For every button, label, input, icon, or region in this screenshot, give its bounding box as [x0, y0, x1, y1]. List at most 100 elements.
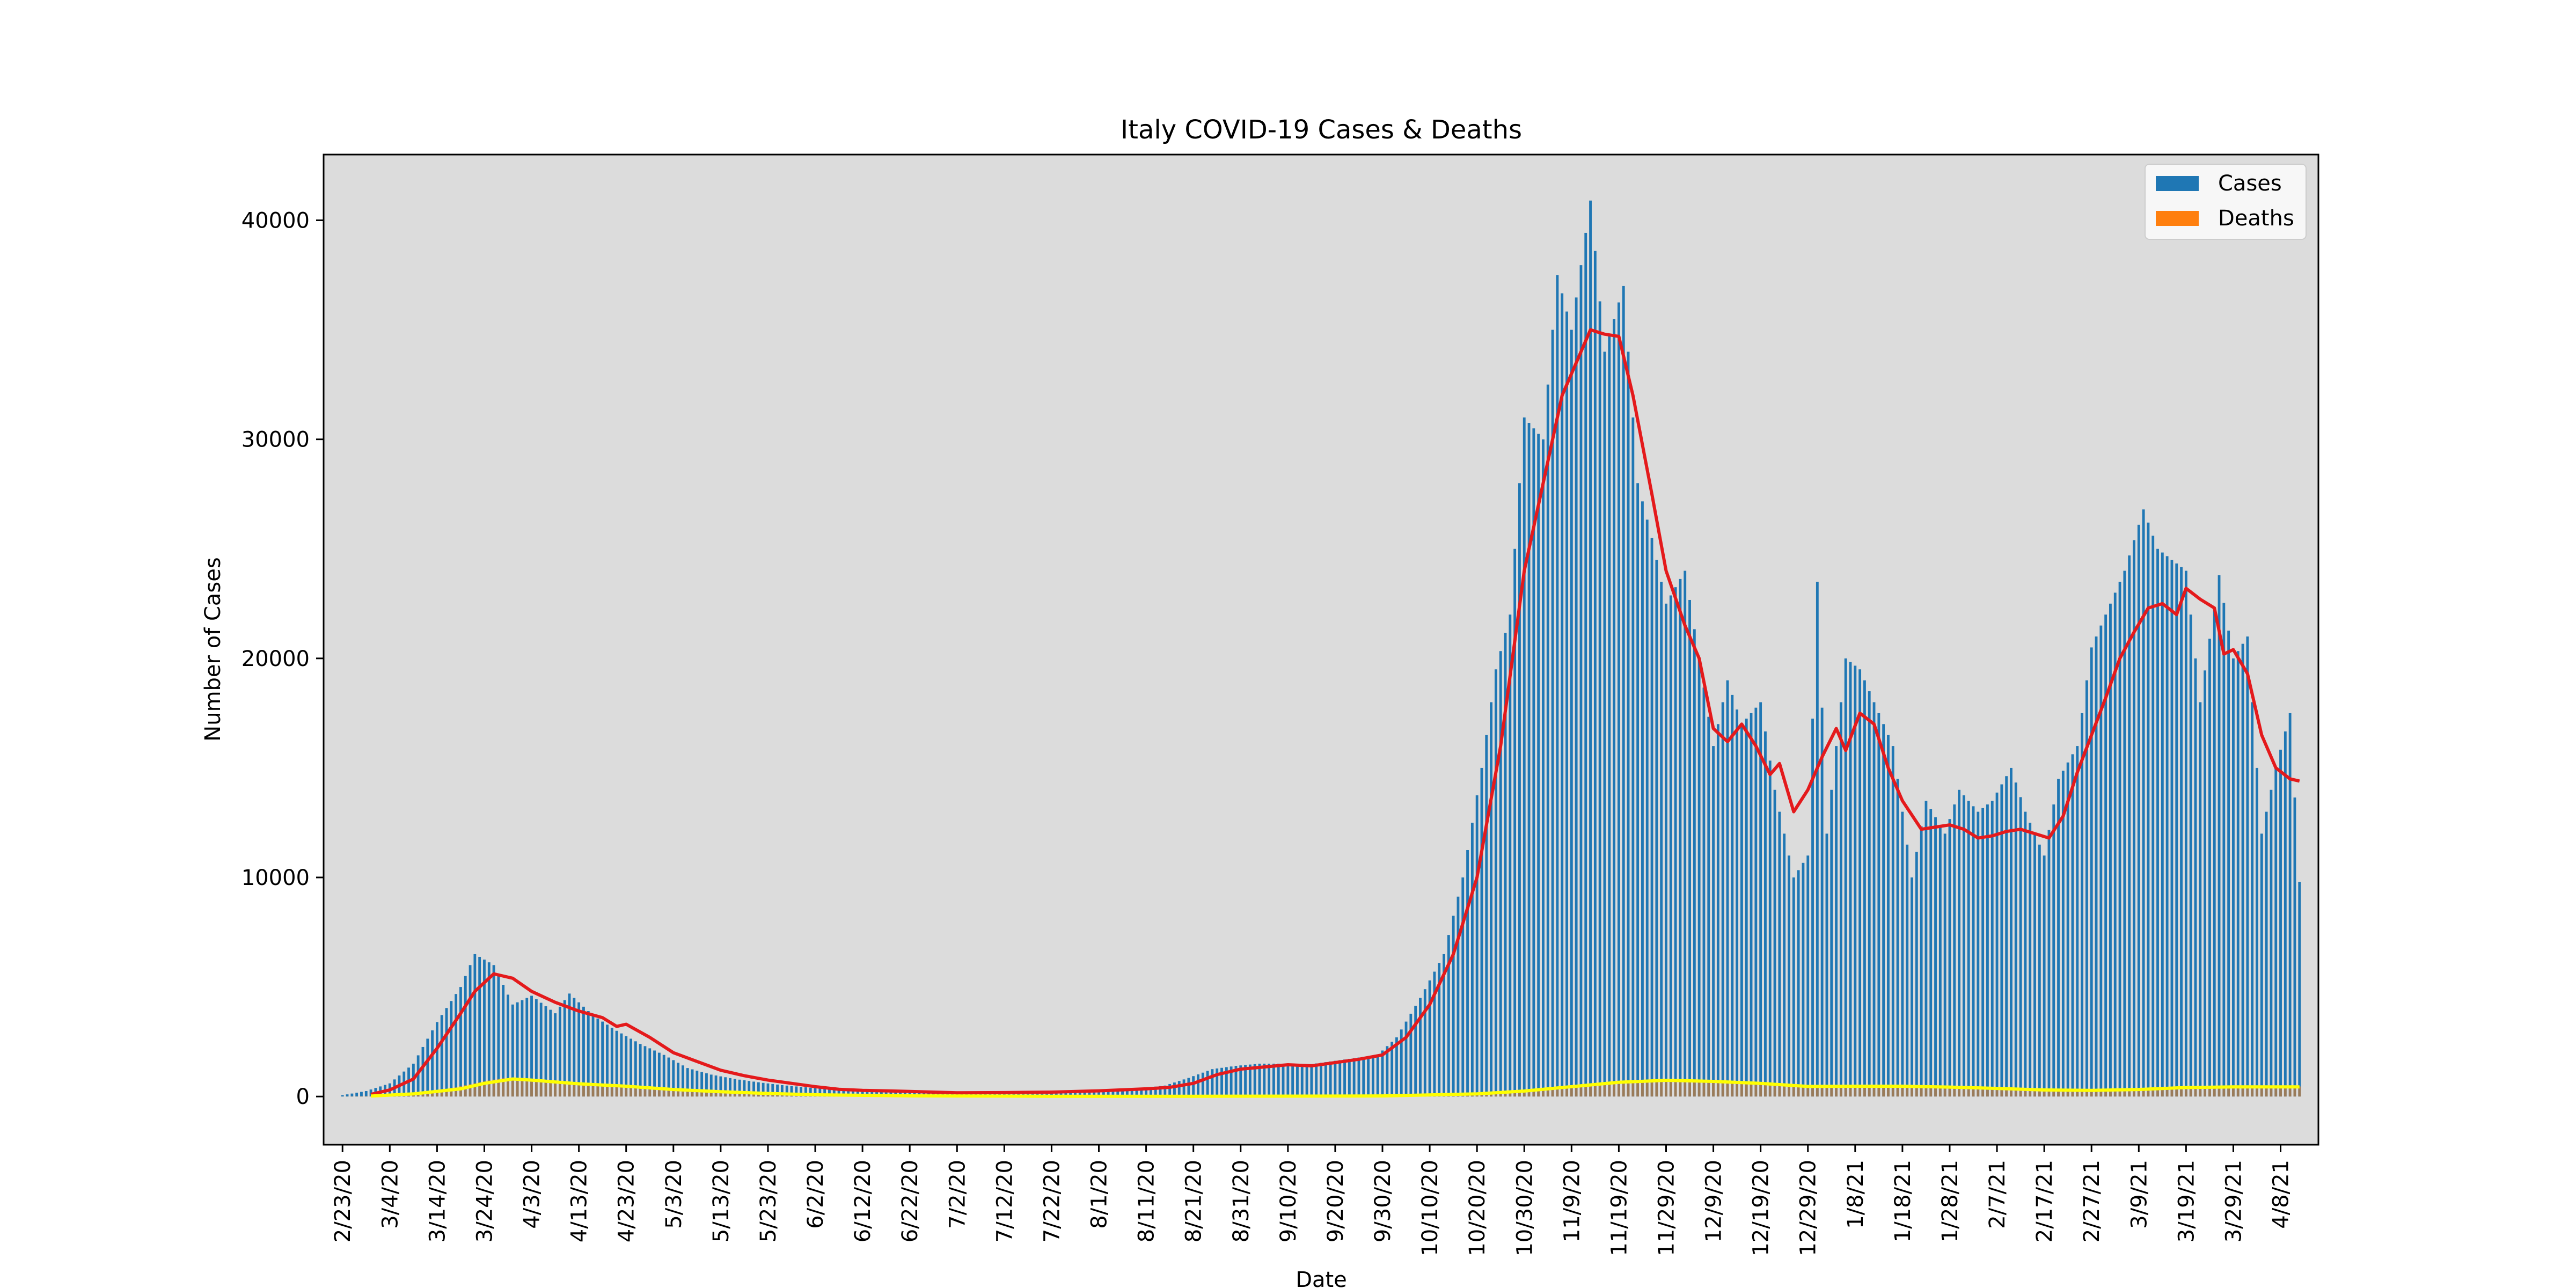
deaths-bar [2151, 1088, 2155, 1097]
deaths-bar [1509, 1091, 1512, 1097]
cases-bar [1641, 501, 1644, 1097]
deaths-bar [705, 1091, 708, 1097]
cases-bar [1981, 808, 1985, 1097]
cases-bar [2232, 658, 2235, 1097]
cases-bar [724, 1077, 727, 1097]
cases-bar [1645, 519, 1649, 1097]
deaths-bar [1953, 1087, 1956, 1097]
cases-bar [1145, 1087, 1148, 1097]
cases-bar [1059, 1091, 1063, 1097]
deaths-bar [2081, 1090, 2084, 1097]
cases-bar [1523, 417, 1526, 1097]
deaths-bar [1854, 1086, 1857, 1097]
deaths-bar [686, 1091, 689, 1097]
cases-bar [2123, 570, 2126, 1097]
cases-bar [884, 1091, 888, 1097]
x-tick-label: 6/2/20 [803, 1160, 828, 1229]
deaths-bar [1967, 1087, 1970, 1097]
deaths-bar [2265, 1086, 2268, 1097]
cases-bar [899, 1091, 902, 1097]
cases-bar [2128, 555, 2131, 1097]
cases-bar [1906, 844, 1909, 1097]
cases-bar [1490, 702, 1493, 1097]
deaths-bar [2175, 1087, 2178, 1097]
x-tick-label: 4/13/20 [567, 1160, 592, 1242]
cases-bar [748, 1081, 751, 1097]
deaths-bar [1627, 1081, 1630, 1097]
x-tick-label: 7/22/20 [1040, 1160, 1064, 1242]
cases-bar [828, 1089, 831, 1097]
deaths-bar [1697, 1081, 1701, 1097]
cases-bar [2293, 797, 2296, 1097]
cases-bar [591, 1015, 595, 1097]
deaths-bar [539, 1080, 543, 1097]
deaths-bar [2204, 1087, 2207, 1097]
cases-bar [1045, 1091, 1049, 1097]
deaths-bar [591, 1084, 595, 1097]
cases-bar [1565, 311, 1568, 1097]
cases-bar [1924, 801, 1928, 1097]
deaths-bar [1882, 1086, 1885, 1097]
cases-bar [993, 1092, 997, 1097]
cases-bar [1773, 789, 1776, 1097]
x-tick-label: 5/13/20 [709, 1160, 734, 1242]
legend-label-cases: Cases [2218, 171, 2282, 196]
deaths-bar [2052, 1089, 2055, 1097]
cases-bar [1452, 916, 1455, 1097]
deaths-bar [1523, 1090, 1526, 1097]
deaths-bar [2099, 1090, 2103, 1097]
cases-bar [1206, 1071, 1209, 1097]
cases-bar [516, 1002, 519, 1097]
cases-bar [2180, 567, 2183, 1097]
deaths-bar [1736, 1081, 1739, 1097]
deaths-bar [762, 1093, 765, 1097]
cases-bar [1622, 286, 1625, 1097]
cases-bar [1655, 560, 1658, 1097]
cases-bar [1026, 1092, 1029, 1097]
cases-bar [1466, 850, 1469, 1097]
cases-bar [653, 1050, 656, 1097]
deaths-bar [2156, 1088, 2159, 1097]
cases-bar [818, 1088, 822, 1097]
deaths-bar [1877, 1086, 1880, 1097]
cases-bar [563, 1000, 566, 1097]
y-axis: 0 10000 20000 30000 40000 [241, 208, 324, 1109]
x-tick-label: 3/24/20 [472, 1160, 497, 1242]
deaths-bar [2194, 1087, 2197, 1097]
cases-bar [1613, 319, 1616, 1097]
cases-bar [1726, 680, 1729, 1097]
deaths-bar [2095, 1090, 2098, 1097]
cases-bar [1934, 817, 1937, 1097]
x-tick-label: 11/19/20 [1607, 1160, 1631, 1256]
deaths-bar [2118, 1089, 2121, 1097]
cases-bar [1518, 483, 1521, 1097]
deaths-bar [606, 1085, 609, 1097]
deaths-bar [648, 1088, 652, 1097]
cases-bar [2104, 614, 2107, 1097]
x-tick-label: 9/20/20 [1323, 1160, 1348, 1242]
x-tick-label: 9/10/20 [1276, 1160, 1301, 1242]
cases-bar [1509, 614, 1512, 1097]
cases-bar [1938, 825, 1942, 1097]
cases-bar [355, 1093, 358, 1097]
deaths-bar [766, 1094, 770, 1097]
cases-bar [1258, 1063, 1261, 1097]
deaths-bar [1702, 1081, 1706, 1097]
cases-bar [2260, 833, 2263, 1097]
cases-bar [1480, 767, 1483, 1097]
cases-bar [2194, 658, 2197, 1097]
cases-bar [1338, 1060, 1342, 1097]
cases-bar [1447, 935, 1450, 1097]
cases-bar [1598, 301, 1601, 1097]
cases-bar [1376, 1055, 1379, 1097]
deaths-bar [587, 1084, 590, 1097]
cases-bar [1792, 877, 1795, 1097]
deaths-bar [1792, 1085, 1795, 1097]
deaths-bar [1858, 1086, 1862, 1097]
cases-bar [1362, 1057, 1365, 1097]
deaths-bar [478, 1082, 481, 1097]
deaths-bar [2071, 1090, 2074, 1097]
deaths-bar [2189, 1087, 2192, 1097]
cases-bar [1570, 330, 1573, 1097]
deaths-bar [2270, 1086, 2273, 1097]
